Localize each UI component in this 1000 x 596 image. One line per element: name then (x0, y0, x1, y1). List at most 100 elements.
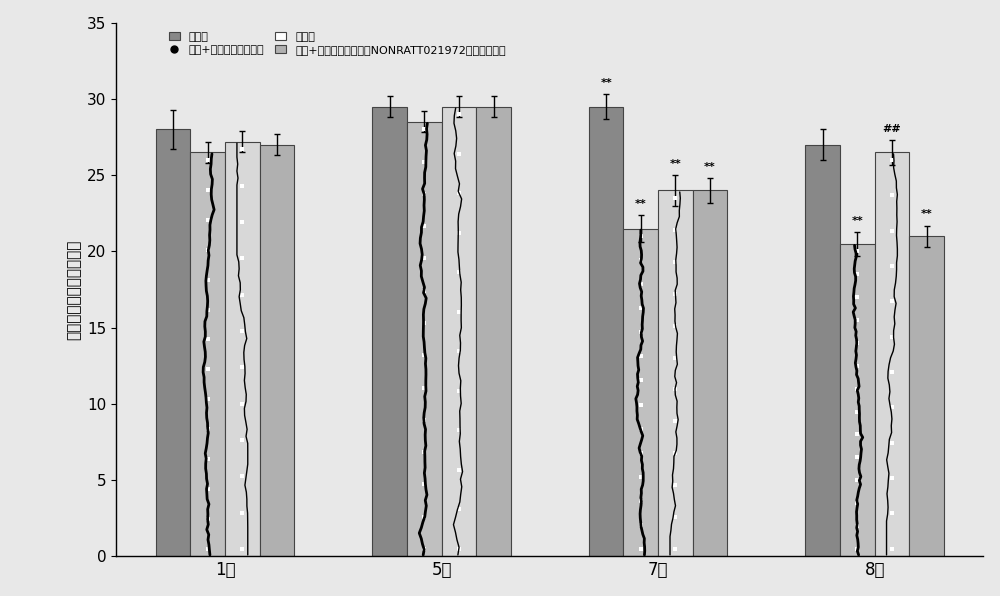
Bar (589, 107, 623, 557)
Point (849, 430, 865, 439)
Point (234, 544, 250, 554)
Point (416, 383, 432, 392)
Legend: 对照组, 模型+乱序小干扰处理组, 模型组, 模型+长非编码核糖核酸NONRATT021972小干扰处理组: 对照组, 模型+乱序小干扰处理组, 模型组, 模型+长非编码核糖核酸NONRAT… (165, 28, 509, 58)
Point (849, 498, 865, 508)
Point (451, 346, 467, 356)
Point (849, 544, 865, 554)
Point (667, 480, 683, 490)
Point (884, 297, 900, 306)
Point (884, 473, 900, 483)
Point (200, 365, 216, 374)
Point (416, 512, 432, 522)
Point (200, 514, 216, 524)
Text: ##: ## (883, 124, 901, 134)
Point (633, 544, 649, 554)
Bar (190, 153, 225, 557)
Point (416, 189, 432, 198)
Point (884, 226, 900, 235)
Point (667, 321, 683, 330)
Point (667, 289, 683, 299)
Point (884, 191, 900, 200)
Point (849, 476, 865, 485)
Point (200, 454, 216, 464)
Point (667, 225, 683, 235)
Text: **: ** (635, 198, 647, 209)
Bar (225, 142, 260, 557)
Point (451, 149, 467, 159)
Point (849, 315, 865, 325)
Point (884, 403, 900, 412)
Bar (693, 191, 727, 557)
Text: **: ** (600, 78, 612, 88)
Bar (658, 191, 693, 557)
Bar (909, 236, 944, 557)
Point (234, 326, 250, 336)
Bar (442, 107, 476, 557)
Point (633, 328, 649, 337)
Point (451, 307, 467, 316)
Bar (476, 107, 511, 557)
Point (416, 350, 432, 360)
Point (884, 509, 900, 519)
Bar (623, 228, 658, 557)
Point (884, 438, 900, 448)
Point (451, 268, 467, 277)
Point (849, 407, 865, 417)
Point (633, 520, 649, 530)
Point (849, 361, 865, 371)
Point (200, 484, 216, 493)
Point (200, 275, 216, 284)
Point (200, 215, 216, 225)
Point (633, 280, 649, 289)
Point (200, 155, 216, 164)
Point (234, 181, 250, 190)
Bar (407, 122, 442, 557)
Point (451, 544, 467, 554)
Point (884, 261, 900, 271)
Point (849, 293, 865, 302)
Point (849, 452, 865, 462)
Point (667, 544, 683, 554)
Point (633, 231, 649, 241)
Point (416, 157, 432, 166)
Point (633, 496, 649, 505)
Point (416, 544, 432, 554)
Point (451, 386, 467, 396)
Point (667, 512, 683, 522)
Point (633, 448, 649, 457)
Point (451, 228, 467, 237)
Point (884, 155, 900, 164)
Point (849, 269, 865, 279)
Point (667, 384, 683, 394)
Point (633, 256, 649, 265)
Point (633, 400, 649, 409)
Point (416, 447, 432, 457)
Point (667, 417, 683, 426)
Point (200, 245, 216, 254)
Point (416, 222, 432, 231)
Text: **: ** (851, 216, 863, 225)
Point (416, 254, 432, 263)
Point (633, 472, 649, 482)
Point (200, 424, 216, 434)
Point (234, 399, 250, 408)
Point (849, 384, 865, 393)
Point (234, 217, 250, 226)
Point (234, 253, 250, 263)
Point (633, 375, 649, 385)
Point (234, 435, 250, 445)
Point (667, 448, 683, 458)
Point (234, 471, 250, 481)
Point (416, 480, 432, 489)
Point (849, 521, 865, 530)
Y-axis label: 感觉传导速度（米／秒）: 感觉传导速度（米／秒） (67, 240, 82, 340)
Point (884, 544, 900, 554)
Point (633, 352, 649, 361)
Text: **: ** (921, 209, 932, 219)
Point (884, 367, 900, 377)
Point (667, 193, 683, 203)
Bar (875, 153, 909, 557)
Point (451, 465, 467, 474)
Point (234, 362, 250, 372)
Bar (805, 145, 840, 557)
